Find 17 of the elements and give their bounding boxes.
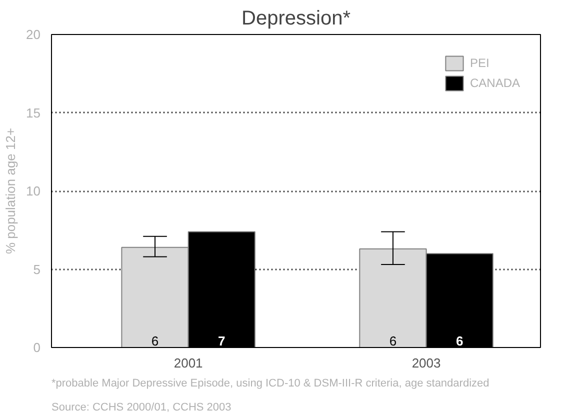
source-note: Source: CCHS 2000/01, CCHS 2003	[52, 402, 232, 414]
x-tick-label: 2001	[174, 356, 203, 370]
y-tick-label: 15	[26, 105, 41, 120]
legend-label: PEI	[470, 56, 490, 70]
x-tick-label: 2003	[412, 356, 441, 370]
y-tick-label: 5	[33, 262, 41, 277]
data-label: 6	[456, 334, 464, 348]
y-tick-label: 10	[26, 184, 41, 198]
y-axis-title: % population age 12+	[3, 128, 18, 254]
legend-label: CANADA	[470, 76, 520, 90]
data-label: 6	[151, 334, 159, 348]
chart-title: Depression*	[242, 8, 351, 30]
y-tick-label: 0	[33, 340, 41, 355]
data-label: 7	[218, 334, 226, 348]
y-tick-label: 20	[26, 27, 41, 42]
data-label: 6	[389, 334, 397, 348]
text: *probable Major Depressive Episode, using ICD-10 & DSM-III-R criteria, age standardized	[52, 378, 490, 390]
